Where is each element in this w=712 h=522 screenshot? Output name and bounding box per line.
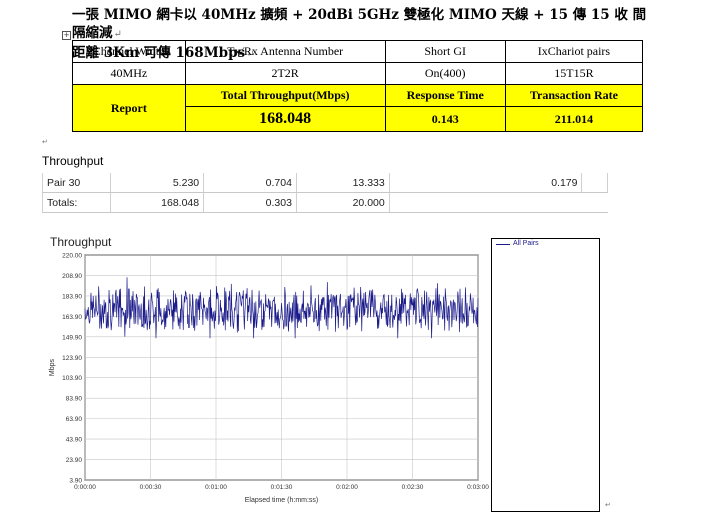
y-axis-label: Mbps: [49, 358, 56, 376]
pair-extra: 0.179: [389, 173, 583, 193]
series-line-all-pairs: [84, 277, 479, 339]
header-antenna-number: Tx/Rx Antenna Number: [184, 40, 386, 63]
value-ixchariot-pairs: 15T15R: [504, 62, 644, 85]
x-tick-label: 0:01:30: [271, 484, 293, 491]
y-tick-label: 63.90: [66, 416, 83, 423]
header-total-throughput: Total Throughput(Mbps): [184, 84, 386, 107]
pair-average: 5.230: [110, 173, 205, 193]
y-tick-label: 23.90: [66, 457, 83, 464]
totals-minimum: 0.303: [203, 192, 297, 213]
y-tick-label: 149.90: [62, 334, 82, 341]
legend-swatch: [496, 244, 510, 245]
value-transaction-rate: 211.014: [504, 106, 644, 132]
header-short-gi: Short GI: [384, 40, 506, 63]
table-row: Pair 30 5.230 0.704 13.333 0.179: [41, 173, 608, 193]
header-response-time: Response Time: [384, 84, 506, 107]
report-label: Report: [72, 84, 186, 132]
y-tick-label: 220.00: [62, 253, 82, 260]
throughput-table: Pair 30 5.230 0.704 13.333 0.179 Totals:…: [41, 173, 608, 213]
paragraph-mark: ↵: [42, 139, 48, 146]
paragraph-mark: ↵: [605, 502, 611, 509]
x-tick-label: 0:03:00: [467, 484, 489, 491]
pair-maximum: 13.333: [296, 173, 390, 193]
pair-minimum: 0.704: [203, 173, 297, 193]
table-row: Totals: 168.048 0.303 20.000: [41, 192, 608, 213]
totals-maximum: 20.000: [296, 192, 390, 213]
header-ixchariot-pairs: IxChariot pairs: [504, 40, 644, 63]
header-channel-width: Channel Width: [72, 40, 186, 63]
value-antenna-number: 2T2R: [184, 62, 386, 85]
chart-title: Throughput: [50, 235, 112, 249]
x-tick-label: 0:00:00: [74, 484, 96, 491]
value-short-gi: On(400): [384, 62, 506, 85]
x-axis-label: Elapsed time (h:mm:ss): [245, 497, 319, 504]
paragraph-mark: ↵: [113, 29, 122, 40]
y-tick-label: 43.90: [66, 437, 83, 444]
x-tick-label: 0:02:00: [336, 484, 358, 491]
throughput-section-title: Throughput: [42, 154, 104, 168]
legend-label: All Pairs: [513, 240, 539, 247]
x-tick-label: 0:01:00: [205, 484, 227, 491]
y-tick-label: 208.90: [62, 273, 82, 280]
table-move-handle-icon[interactable]: +: [62, 31, 71, 40]
header-transaction-rate: Transaction Rate: [504, 84, 644, 107]
value-response-time: 0.143: [384, 106, 506, 132]
totals-label: Totals:: [41, 192, 112, 213]
chart-legend: [491, 238, 600, 512]
y-tick-label: 123.90: [62, 355, 82, 362]
x-tick-label: 0:00:30: [140, 484, 162, 491]
y-tick-label: 3.90: [69, 478, 82, 485]
x-tick-label: 0:02:30: [402, 484, 424, 491]
y-tick-label: 103.90: [62, 375, 82, 382]
y-tick-label: 83.90: [66, 396, 83, 403]
title-line-1: 一張 MIMO 網卡以 40MHz 擴頻 + 20dBi 5GHz 雙極化 MI…: [72, 7, 647, 41]
spec-table: Channel Width Tx/Rx Antenna Number Short…: [72, 40, 644, 132]
totals-average: 168.048: [110, 192, 205, 213]
pair-label: Pair 30: [41, 173, 112, 193]
throughput-chart: Throughput 220.00 208.90 183.90 163.90 149.90…: [49, 235, 489, 504]
value-channel-width: 40MHz: [72, 62, 186, 85]
y-tick-label: 163.90: [62, 314, 82, 321]
value-total-throughput: 168.048: [184, 106, 386, 132]
y-tick-label: 183.90: [62, 293, 82, 300]
